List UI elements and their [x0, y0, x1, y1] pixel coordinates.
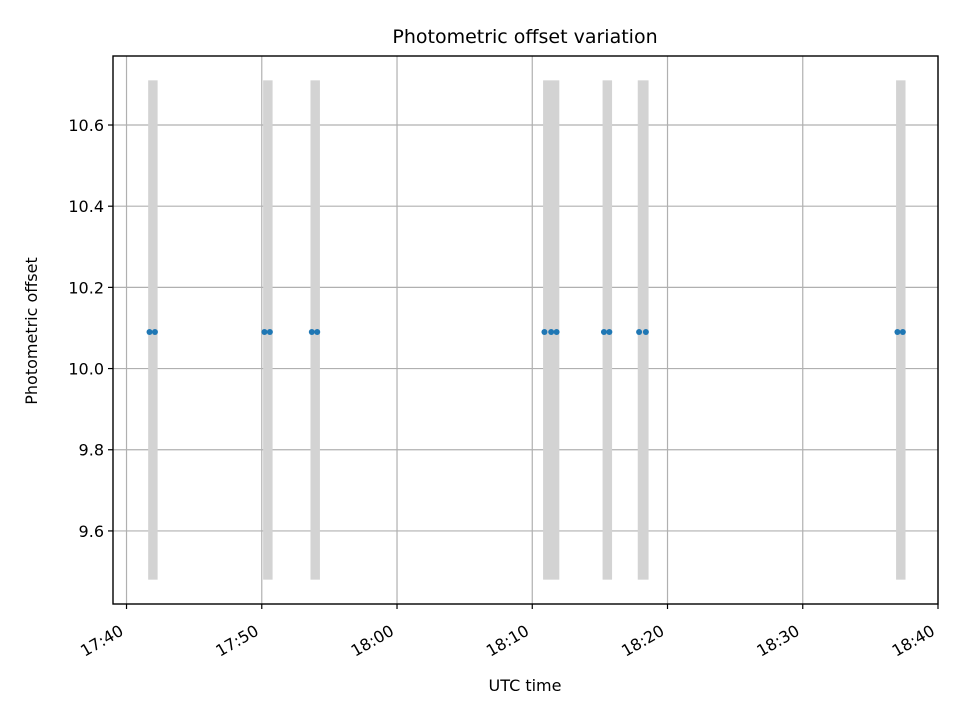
data-point	[636, 329, 643, 336]
y-tick-label: 9.8	[79, 441, 104, 460]
x-tick-label: 17:50	[212, 621, 261, 661]
y-axis: 9.6 9.8 10.0 10.2 10.4 10.6	[68, 116, 113, 541]
y-axis-label: Photometric offset	[22, 257, 41, 405]
data-point	[548, 329, 555, 336]
data-point	[314, 329, 321, 336]
chart-title: Photometric offset variation	[392, 26, 657, 48]
data-point	[308, 329, 315, 336]
grid	[113, 56, 939, 604]
x-axis: 17:40 17:50 18:00 18:10 18:20 18:30 18:40	[77, 604, 939, 661]
y-tick-label: 10.4	[68, 197, 104, 216]
plot-frame	[112, 55, 939, 605]
data-point	[261, 329, 268, 336]
data-point	[600, 329, 607, 336]
data-point	[146, 329, 153, 336]
point-group	[146, 329, 906, 336]
y-tick-label: 9.6	[79, 522, 104, 541]
y-tick-label: 10.6	[68, 116, 104, 135]
x-tick-label: 18:30	[753, 621, 802, 661]
data-point	[266, 329, 273, 336]
x-tick-label: 18:40	[889, 621, 938, 661]
data-point	[606, 329, 613, 336]
data-point	[151, 329, 158, 336]
y-tick-label: 10.2	[68, 278, 104, 297]
data-point	[899, 329, 906, 336]
x-tick-label: 18:20	[618, 621, 667, 661]
x-tick-label: 17:40	[77, 621, 126, 661]
data-point	[553, 329, 560, 336]
x-tick-label: 18:10	[483, 621, 532, 661]
uncertainty-band	[637, 80, 649, 580]
data-point	[894, 329, 901, 336]
x-axis-label: UTC time	[489, 676, 562, 695]
data-point	[642, 329, 649, 336]
data-point	[541, 329, 548, 336]
y-tick-label: 10.0	[68, 360, 104, 379]
x-tick-label: 18:00	[348, 621, 397, 661]
